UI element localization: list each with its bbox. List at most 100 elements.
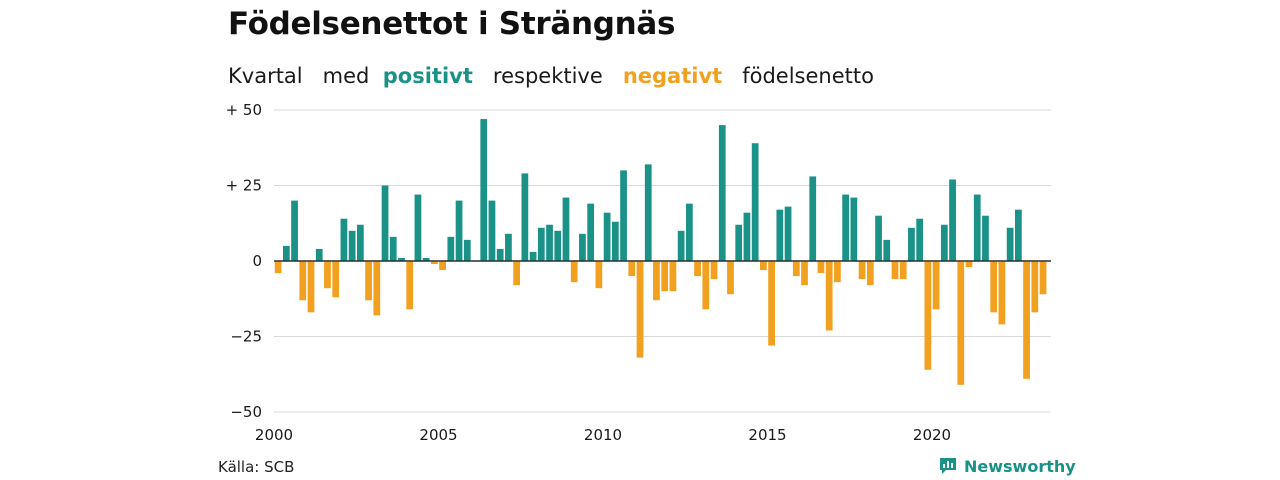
bar-positive <box>529 251 537 261</box>
x-tick-label: 2005 <box>419 426 457 444</box>
bar-negative <box>274 261 282 274</box>
bar-positive <box>480 119 488 261</box>
bar-negative <box>406 261 414 310</box>
bar-positive <box>809 176 817 261</box>
bar-positive <box>644 164 652 261</box>
bar-positive <box>677 230 685 261</box>
bar-negative <box>373 261 381 316</box>
bar-negative <box>661 261 669 292</box>
y-tick-label: −50 <box>230 403 262 421</box>
bar-positive <box>455 200 463 261</box>
bar-positive <box>554 230 562 261</box>
subtitle-mid2: respektive <box>492 64 603 88</box>
bar-negative <box>825 261 833 331</box>
bar-negative <box>801 261 808 286</box>
bar-negative <box>694 261 701 277</box>
bar-positive <box>546 224 553 261</box>
bar-negative <box>299 261 307 301</box>
bar-negative <box>899 261 907 280</box>
bar-negative <box>817 261 825 274</box>
bar-positive <box>447 236 455 261</box>
x-tick-label: 2010 <box>584 426 622 444</box>
bar-negative <box>307 261 315 313</box>
bar-positive <box>875 215 882 261</box>
bar-positive <box>398 257 405 261</box>
bar-positive <box>973 194 981 261</box>
y-tick-label: + 50 <box>226 101 262 119</box>
bar-negative <box>760 261 767 271</box>
bar-positive <box>611 221 619 261</box>
bar-positive <box>751 143 759 261</box>
bar-positive <box>784 206 792 261</box>
bar-negative <box>628 261 636 277</box>
bar-positive <box>315 248 323 261</box>
source-label: Källa: SCB <box>218 458 295 476</box>
subtitle-post: födelsenetto <box>742 64 874 88</box>
bar-positive <box>488 200 496 261</box>
bar-positive <box>579 233 586 261</box>
bar-positive <box>505 233 512 261</box>
bar-negative <box>990 261 998 313</box>
bar-negative <box>998 261 1006 325</box>
bar-negative <box>957 261 965 385</box>
bar-positive <box>463 239 471 261</box>
bar-positive <box>562 197 570 261</box>
bar-positive <box>282 245 290 261</box>
bar-negative <box>710 261 718 280</box>
bar-negative <box>513 261 521 286</box>
bar-positive <box>603 212 611 261</box>
bar-negative <box>439 261 446 271</box>
y-tick-label: + 25 <box>226 177 262 195</box>
chart-title: Födelsenettot i Strängnäs <box>228 6 676 42</box>
bar-positive <box>1014 209 1022 261</box>
bar-positive <box>718 125 726 261</box>
bar-negative <box>365 261 372 301</box>
bar-negative <box>932 261 940 310</box>
bar-positive <box>587 203 595 261</box>
bar-negative <box>1039 261 1047 295</box>
bar-positive <box>521 173 529 261</box>
bar-positive <box>685 203 693 261</box>
bar-negative <box>792 261 800 277</box>
bar-negative <box>636 261 644 358</box>
bar-positive <box>620 170 627 261</box>
y-tick-label: 0 <box>252 252 262 270</box>
x-tick-label: 2015 <box>748 426 786 444</box>
bar-positive <box>356 224 364 261</box>
bar-negative <box>1023 261 1030 379</box>
brand-name: Newsworthy <box>964 456 1076 476</box>
y-tick-label: −25 <box>230 328 262 346</box>
bar-positive <box>850 197 858 261</box>
bar-positive <box>735 224 743 261</box>
bar-negative <box>834 261 841 283</box>
bar-positive <box>340 218 348 261</box>
subtitle-mid1: med <box>322 64 370 88</box>
newsworthy-logo: Newsworthy <box>938 456 1076 476</box>
bar-negative <box>332 261 340 298</box>
x-tick-label: 2000 <box>255 426 293 444</box>
bar-negative <box>570 261 578 283</box>
bar-negative <box>965 261 973 268</box>
bar-positive <box>291 200 298 261</box>
bar-positive <box>381 185 389 261</box>
bar-negative <box>669 261 677 292</box>
bar-positive <box>1006 227 1014 261</box>
bar-positive <box>389 236 397 261</box>
bar-positive <box>949 179 956 261</box>
bar-positive <box>842 194 850 261</box>
bar-positive <box>776 209 784 261</box>
bar-negative <box>924 261 932 370</box>
bar-negative <box>858 261 866 280</box>
bar-negative <box>653 261 660 301</box>
bar-positive <box>940 224 948 261</box>
bar-negative <box>891 261 899 280</box>
x-tick-label: 2020 <box>913 426 951 444</box>
bar-positive <box>496 248 504 261</box>
subtitle-pre: Kvartal <box>228 64 303 88</box>
bar-positive <box>414 194 422 261</box>
bar-negative <box>431 261 438 265</box>
bar-positive <box>743 212 751 261</box>
bar-positive <box>348 230 356 261</box>
bar-negative <box>595 261 603 289</box>
bar-negative <box>768 261 775 346</box>
